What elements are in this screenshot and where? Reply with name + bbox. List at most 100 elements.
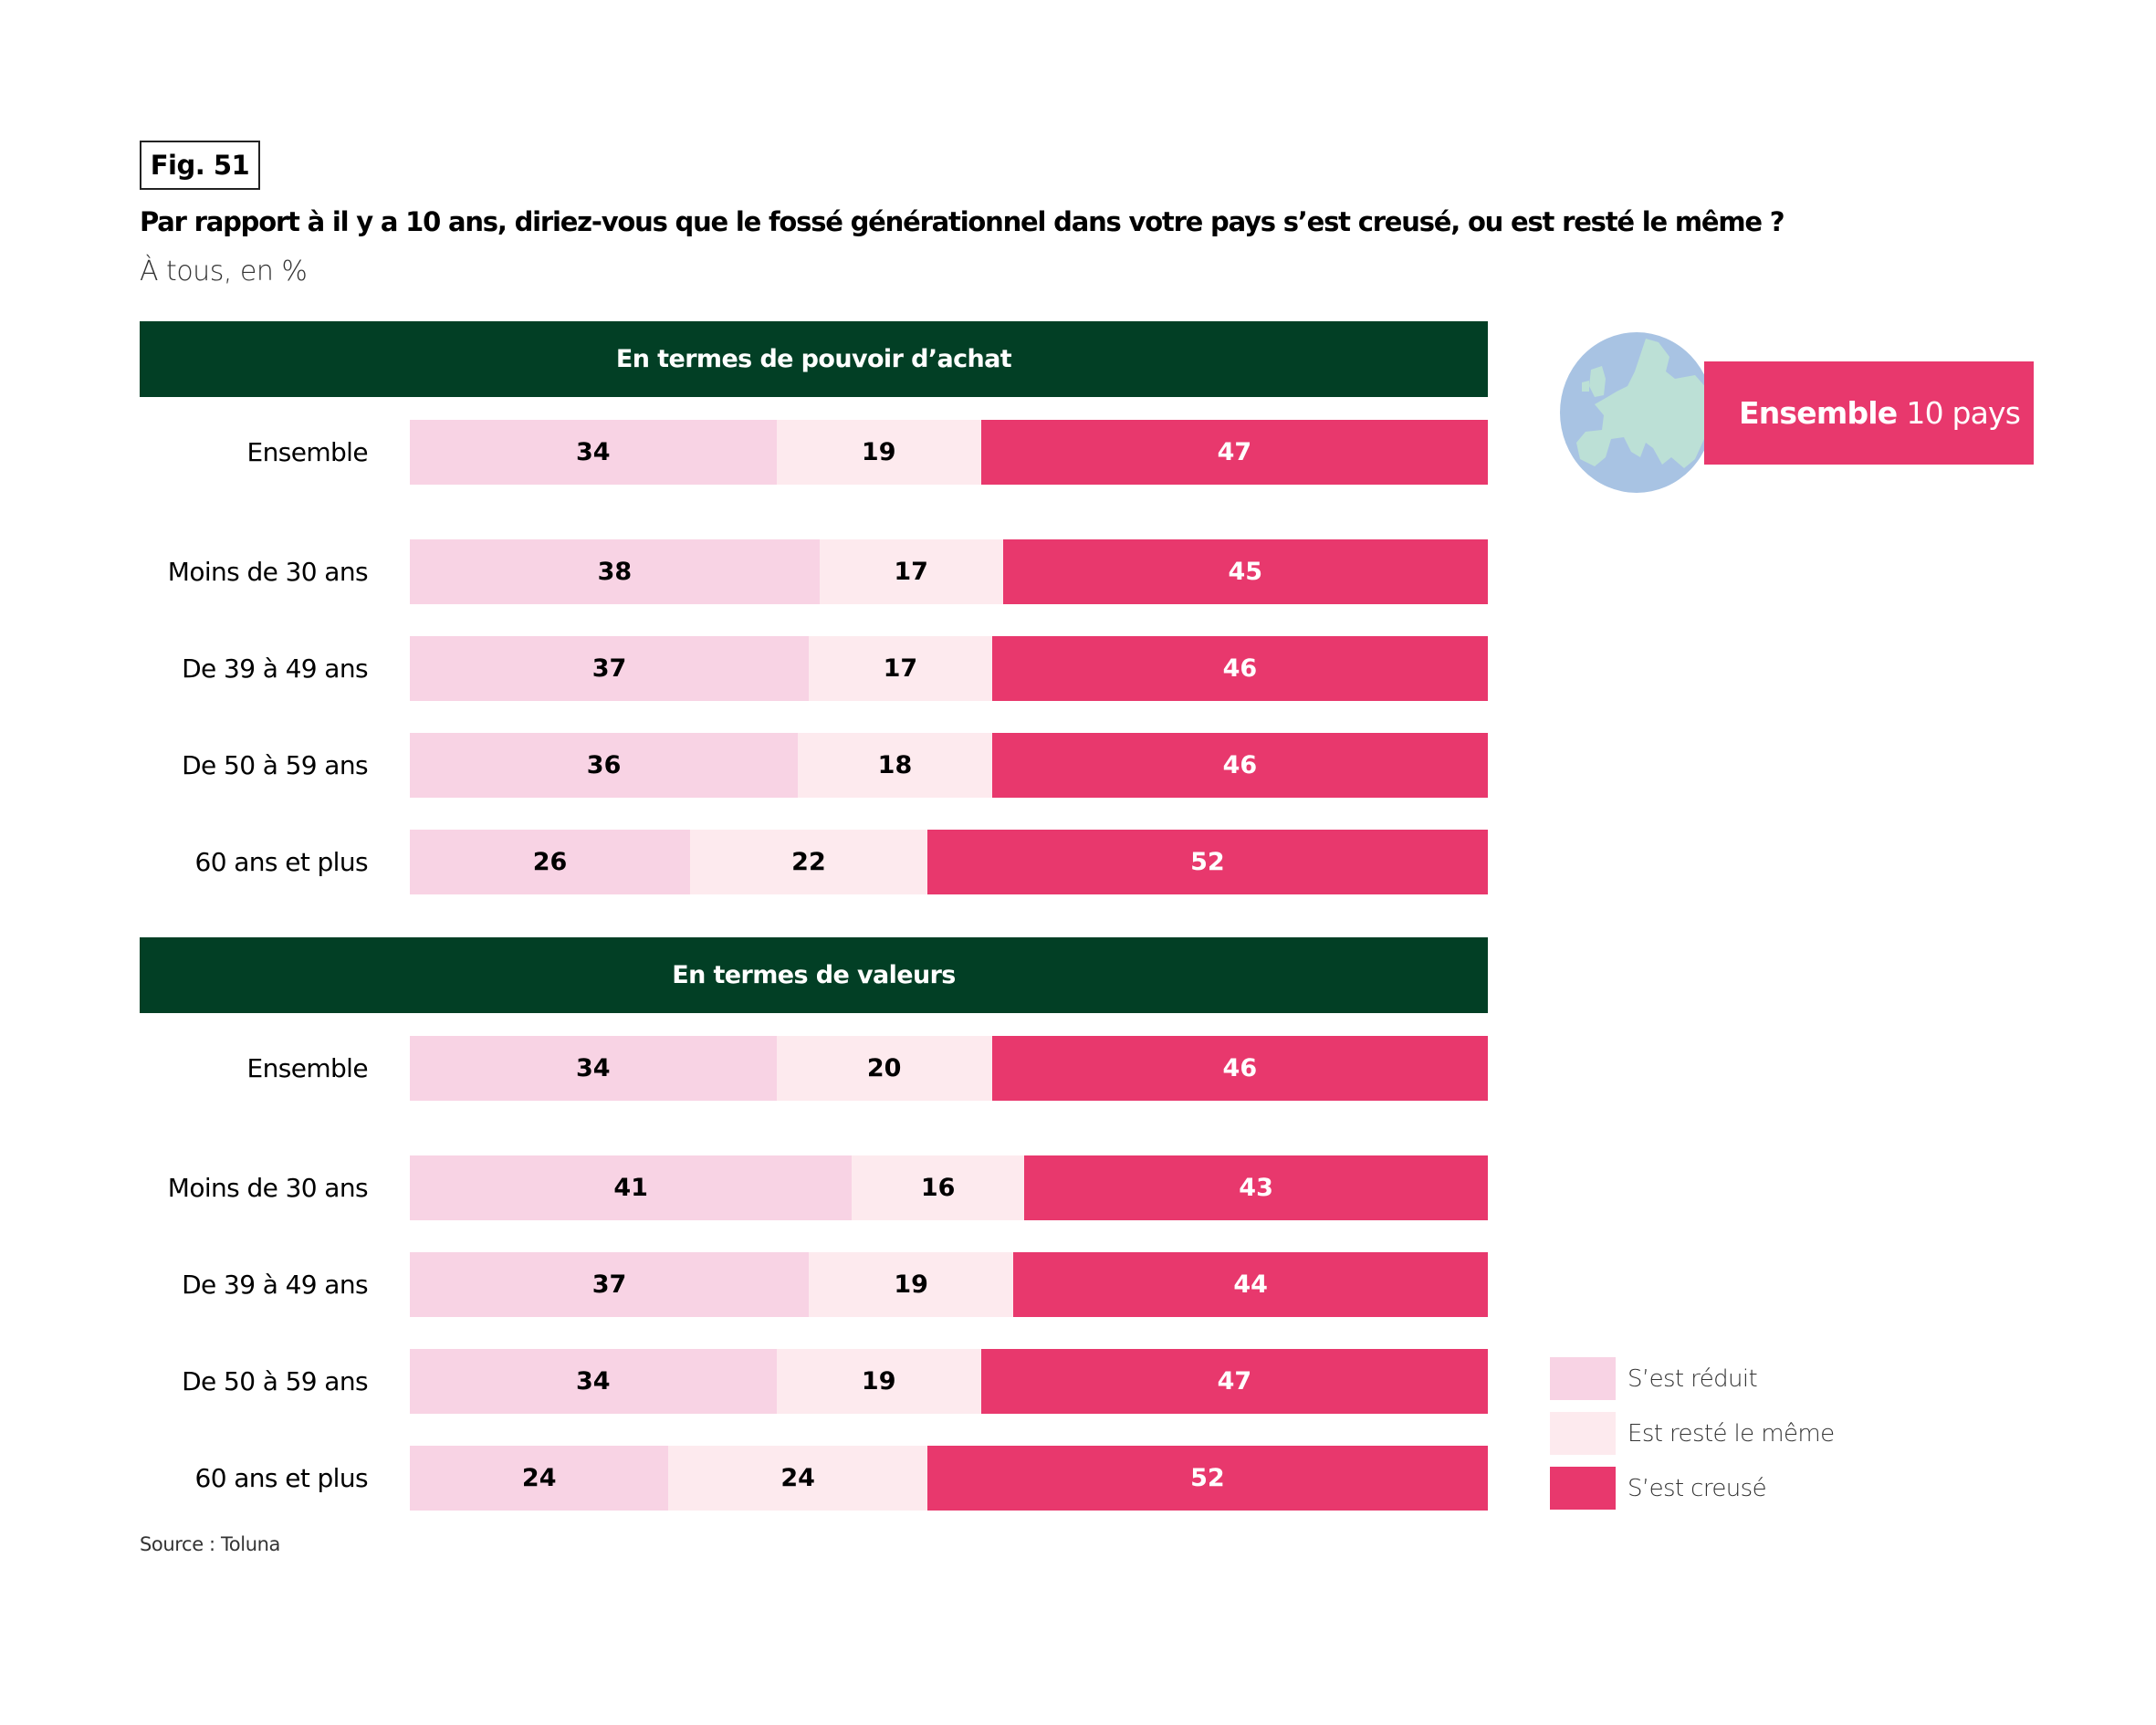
europe-globe-icon [1560, 332, 1713, 493]
bar-segment-creuse: 46 [991, 733, 1488, 798]
data-label: 19 [894, 1270, 928, 1299]
bar-segment-reste-le-meme: 19 [776, 420, 981, 485]
data-label: 34 [575, 1367, 611, 1396]
data-label: 36 [586, 751, 622, 779]
legend-label: Est resté le même [1627, 1419, 1835, 1448]
chart-title: Par rapport à il y a 10 ans, diriez-vous… [140, 206, 1785, 237]
legend-item: S’est creusé [1550, 1467, 1767, 1510]
stacked-bar: 37 17 46 [410, 636, 1488, 701]
stacked-bar: 26 22 52 [410, 830, 1488, 894]
data-label: 43 [1239, 1174, 1273, 1202]
badge-bold-text: Ensemble [1739, 395, 1898, 431]
bar-segment-reste-le-meme: 17 [808, 636, 992, 701]
bar-segment-reste-le-meme: 17 [819, 539, 1003, 604]
legend-item: S’est réduit [1550, 1357, 1758, 1400]
stacked-bar: 34 20 46 [410, 1036, 1488, 1101]
bar-segment-reste-le-meme: 16 [852, 1155, 1025, 1220]
figure-label: Fig. 51 [140, 141, 260, 190]
bar-segment-reduit: 34 [410, 1036, 777, 1101]
stacked-bar: 34 19 47 [410, 1349, 1488, 1414]
data-label: 34 [575, 1054, 611, 1082]
data-label: 52 [1190, 848, 1225, 876]
europe-land [1576, 339, 1713, 468]
data-label: 24 [780, 1464, 815, 1492]
bar-segment-creuse: 45 [1002, 539, 1488, 604]
bar-segment-creuse: 47 [980, 420, 1488, 485]
data-label: 46 [1222, 1054, 1258, 1082]
data-label: 16 [920, 1174, 956, 1202]
category-label: 60 ans et plus [194, 1463, 368, 1493]
data-label: 52 [1190, 1464, 1225, 1492]
ensemble-badge: Ensemble 10 pays [1704, 361, 2034, 465]
stacked-bar: 37 19 44 [410, 1252, 1488, 1317]
bar-segment-creuse: 43 [1024, 1155, 1488, 1220]
category-label: De 50 à 59 ans [182, 1366, 369, 1396]
legend-label: S’est réduit [1627, 1364, 1758, 1393]
category-label: Ensemble [246, 1053, 368, 1083]
category-label: Ensemble [246, 437, 368, 467]
stacked-bar: 38 17 45 [410, 539, 1488, 604]
legend-swatch [1550, 1467, 1616, 1510]
category-label: De 50 à 59 ans [182, 750, 369, 780]
legend-swatch [1550, 1412, 1616, 1455]
data-label: 38 [597, 558, 633, 586]
ireland-land [1582, 381, 1589, 392]
data-label: 22 [791, 848, 826, 876]
bar-segment-reduit: 38 [410, 539, 820, 604]
bar-segment-reduit: 37 [410, 636, 809, 701]
bar-segment-reste-le-meme: 24 [668, 1446, 927, 1511]
legend-swatch [1550, 1357, 1616, 1400]
category-label: 60 ans et plus [194, 847, 368, 877]
bar-segment-creuse: 52 [926, 830, 1488, 894]
data-label: 46 [1222, 751, 1258, 779]
category-label: Moins de 30 ans [167, 557, 369, 587]
bar-segment-creuse: 47 [980, 1349, 1488, 1414]
data-label: 34 [575, 438, 611, 466]
stacked-bar: 34 19 47 [410, 420, 1488, 485]
uk-land [1589, 366, 1606, 397]
bar-segment-reste-le-meme: 19 [776, 1349, 981, 1414]
data-label: 37 [591, 1270, 627, 1299]
data-label: 19 [861, 1367, 896, 1396]
chart-subtitle: À tous, en % [140, 256, 308, 288]
bar-segment-creuse: 46 [991, 636, 1488, 701]
bar-segment-creuse: 52 [926, 1446, 1488, 1511]
data-label: 18 [877, 751, 913, 779]
data-label: 47 [1217, 1367, 1252, 1396]
bar-segment-creuse: 44 [1013, 1252, 1488, 1317]
data-label: 41 [613, 1174, 648, 1202]
legend-label: S’est creusé [1627, 1474, 1767, 1502]
bar-segment-reduit: 26 [410, 830, 691, 894]
data-label: 46 [1222, 654, 1258, 683]
category-label: De 39 à 49 ans [182, 653, 369, 684]
data-label: 45 [1228, 558, 1263, 586]
data-label: 24 [521, 1464, 557, 1492]
data-label: 17 [883, 654, 918, 683]
bar-segment-creuse: 46 [991, 1036, 1488, 1101]
bar-segment-reduit: 41 [410, 1155, 853, 1220]
source-note: Source : Toluna [140, 1533, 280, 1555]
data-label: 47 [1217, 438, 1252, 466]
data-label: 19 [861, 438, 896, 466]
data-label: 44 [1233, 1270, 1268, 1299]
data-label: 37 [591, 654, 627, 683]
bar-segment-reduit: 34 [410, 420, 777, 485]
data-label: 26 [532, 848, 568, 876]
legend-item: Est resté le même [1550, 1412, 1835, 1455]
bar-segment-reduit: 36 [410, 733, 799, 798]
bar-segment-reste-le-meme: 18 [798, 733, 992, 798]
badge-text: 10 pays [1906, 395, 2021, 431]
bar-segment-reste-le-meme: 19 [808, 1252, 1014, 1317]
stacked-bar: 24 24 52 [410, 1446, 1488, 1511]
bar-segment-reduit: 24 [410, 1446, 669, 1511]
category-label: Moins de 30 ans [167, 1173, 369, 1203]
section-header: En termes de valeurs [140, 937, 1488, 1013]
stacked-bar: 41 16 43 [410, 1155, 1488, 1220]
data-label: 20 [866, 1054, 902, 1082]
data-label: 17 [894, 558, 928, 586]
stacked-bar: 36 18 46 [410, 733, 1488, 798]
bar-segment-reste-le-meme: 22 [690, 830, 927, 894]
bar-segment-reduit: 34 [410, 1349, 777, 1414]
category-label: De 39 à 49 ans [182, 1270, 369, 1300]
section-header: En termes de pouvoir d’achat [140, 321, 1488, 397]
